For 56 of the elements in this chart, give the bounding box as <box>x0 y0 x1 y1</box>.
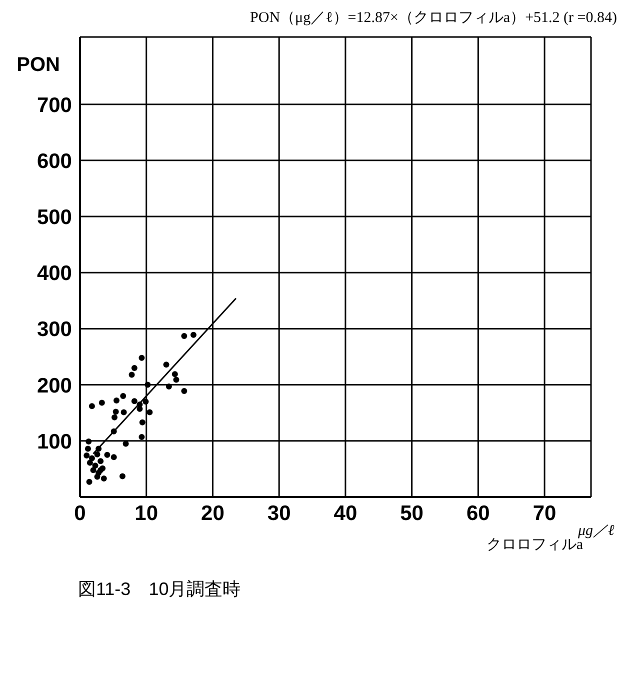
point <box>90 467 96 474</box>
point <box>112 408 119 415</box>
point <box>128 372 135 378</box>
point <box>94 451 100 458</box>
point <box>100 475 107 482</box>
y-tick-label: 400 <box>36 262 72 286</box>
point <box>86 438 92 444</box>
point <box>86 460 93 466</box>
point <box>110 454 117 460</box>
point <box>146 409 153 416</box>
x-tick-label: 70 <box>532 502 556 525</box>
point <box>94 474 100 480</box>
point <box>139 419 146 426</box>
point <box>114 398 120 404</box>
x-axis-title: クロロフィルa <box>486 537 584 553</box>
x-tick-label: 50 <box>400 502 424 525</box>
point <box>181 388 188 394</box>
point <box>120 409 127 416</box>
x-tick-label: 0 <box>74 502 86 525</box>
point <box>131 398 138 404</box>
point <box>173 376 180 383</box>
point <box>98 400 105 406</box>
point <box>142 398 149 405</box>
point <box>120 393 126 400</box>
caption: 図11-3 10月調査時 <box>78 578 242 601</box>
point <box>144 382 151 388</box>
point <box>112 414 118 420</box>
x-tick-label: 60 <box>466 502 490 525</box>
point <box>163 362 170 368</box>
point <box>138 434 145 440</box>
x-tick-label: 20 <box>201 502 224 525</box>
y-tick-label: 300 <box>36 318 72 342</box>
point <box>172 371 178 378</box>
point <box>86 478 92 485</box>
text: μg／ℓ <box>578 522 614 540</box>
x-tick-label: 40 <box>334 502 358 525</box>
point <box>190 332 196 338</box>
point <box>98 458 104 464</box>
y-tick-label: 500 <box>36 206 72 229</box>
x-tick-label: 10 <box>134 502 158 525</box>
chart-title: PON（μg／ℓ）=12.87×（クロロフィルa）+51.2 (r =0.84) <box>249 9 618 27</box>
point <box>138 354 145 361</box>
point <box>119 473 126 480</box>
y-axis-title: PON <box>16 54 60 76</box>
point <box>181 333 188 339</box>
point <box>166 383 172 390</box>
x-tick-label: 30 <box>267 502 291 525</box>
y-tick-label: 200 <box>36 374 72 398</box>
y-tick-label: 700 <box>36 94 72 117</box>
point <box>84 452 90 458</box>
y-tick-label: 600 <box>36 150 72 173</box>
point <box>104 452 110 458</box>
y-tick-label: 100 <box>36 430 72 454</box>
point <box>84 446 91 452</box>
point <box>88 403 95 410</box>
point <box>131 364 138 371</box>
